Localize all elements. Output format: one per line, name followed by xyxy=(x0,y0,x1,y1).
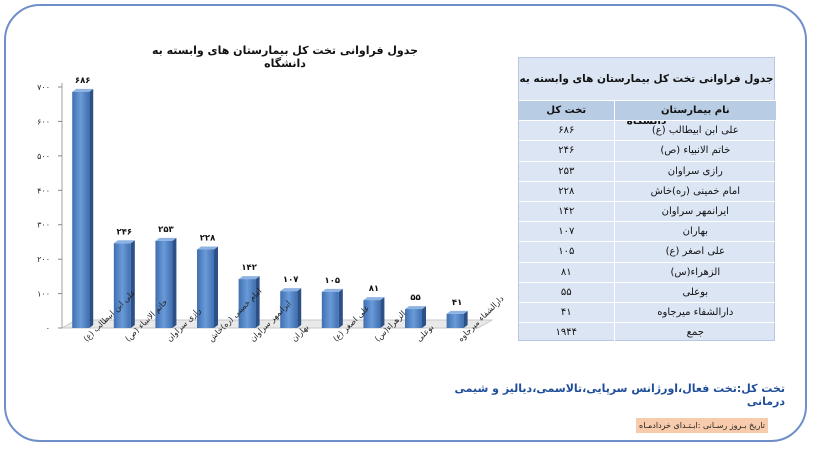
table-cell-value: ۶۸۶ xyxy=(519,120,615,141)
table-cell-value: ۱۰۷ xyxy=(519,221,615,242)
table-cell-name: بهاران xyxy=(614,221,776,242)
update-note: تاریخ بـروز رسـانی :ابـتـدای خردادمـاه xyxy=(636,418,768,433)
bar-side xyxy=(463,310,468,328)
bar xyxy=(280,291,298,328)
bar-side xyxy=(297,288,302,328)
bar xyxy=(363,300,381,328)
bar xyxy=(321,291,339,328)
table-cell-name: بوعلی xyxy=(614,281,776,303)
chart-bars xyxy=(72,88,468,328)
y-tick-label: ۶۰۰ xyxy=(37,117,50,126)
table-cell-value: ۲۲۸ xyxy=(519,180,615,202)
table-row: ۸۱ الزهراء(س) xyxy=(519,261,776,283)
bar-top xyxy=(238,276,260,280)
bar-value-label: ۱۴۲ xyxy=(241,263,257,273)
bar-value-label: ۲۴۶ xyxy=(117,227,133,237)
y-tick-label: ۵۰۰ xyxy=(37,152,50,161)
bar-top xyxy=(446,310,468,314)
bar-value-label: ۱۰۵ xyxy=(325,276,341,286)
bar-side xyxy=(214,246,219,328)
table-row: ۲۵۳ رازی سراوان xyxy=(519,160,776,182)
table-row: ۲۴۶ خاتم الانبیاء (ص) xyxy=(519,140,776,162)
y-tick-label: ۱۰۰ xyxy=(37,290,50,299)
table-body: تخت کل نام بیمارستان ۶۸۶ علی ابن ابیطالب … xyxy=(519,99,776,343)
bar-top xyxy=(321,288,343,292)
y-tick-label: ۴۰۰ xyxy=(37,186,50,195)
table-cell-name: امام خمینی (ره)خاش xyxy=(614,180,776,202)
y-tick-label: ۷۰۰ xyxy=(37,83,50,92)
bar-side xyxy=(338,288,343,328)
bar-top xyxy=(405,306,427,310)
table-cell-value: ۴۱ xyxy=(519,301,615,323)
table-row: ۱۰۷ بهاران xyxy=(519,221,776,242)
table-cell-name: خاتم الانبیاء (ص) xyxy=(614,140,776,162)
bar-side xyxy=(380,297,385,328)
bar-value-label: ۲۵۳ xyxy=(158,225,174,235)
table-cell-value: ۵۵ xyxy=(519,281,615,303)
table-cell-name: جمع xyxy=(614,322,776,343)
table-row: ۱۹۴۴ جمع xyxy=(519,322,776,343)
header-hospital-name: نام بیمارستان xyxy=(614,99,776,121)
table-cell-value: ۱۰۵ xyxy=(519,241,615,262)
bar-value-label: ۶۸۶ xyxy=(75,76,91,86)
bar-top xyxy=(280,288,302,292)
footnote: تخت کل:تخت فعال،اورژانس سرپایی،تالاسمی،د… xyxy=(454,382,785,408)
bar-value-label: ۵۵ xyxy=(410,293,420,303)
bar-value-label: ۱۰۷ xyxy=(283,275,299,285)
y-tick-label: ۲۰۰ xyxy=(37,255,50,264)
bar-top xyxy=(155,237,177,241)
bar-side xyxy=(89,88,94,328)
table-cell-value: ۱۹۴۴ xyxy=(519,322,615,343)
table-row: ۲۲۸ امام خمینی (ره)خاش xyxy=(519,180,776,202)
table-row: ۱۰۵ علی اصغر (ع) xyxy=(519,241,776,262)
table-header-row: تخت کل نام بیمارستان xyxy=(519,99,776,121)
bar xyxy=(113,243,131,328)
bar-side xyxy=(172,237,177,328)
table-row: ۴۱ دارالشفاء میرجاوه xyxy=(519,301,776,323)
y-tick-label: ۳۰۰ xyxy=(37,221,50,230)
table-cell-name: الزهراء(س) xyxy=(614,261,776,283)
bar-value-label: ۴۱ xyxy=(452,298,462,308)
bar xyxy=(155,240,173,328)
bar-side xyxy=(422,306,427,328)
table-cell-name: دارالشفاء میرجاوه xyxy=(614,301,776,323)
table-row: ۵۵ بوعلی xyxy=(519,281,776,303)
y-tick-label: ۰ xyxy=(46,324,50,333)
table-cell-name: علی اصغر (ع) xyxy=(614,241,776,262)
bar xyxy=(197,249,215,328)
chart-title: جدول فراوانی تخت کل بیمارستان های وابسته… xyxy=(151,44,419,70)
table-title: جدول فراوانی تخت کل بیمارستان های وابسته… xyxy=(519,73,774,127)
bar-top xyxy=(72,88,94,92)
table-cell-value: ۸۱ xyxy=(519,261,615,283)
table-cell-value: ۲۴۶ xyxy=(519,140,615,162)
bar-side xyxy=(130,240,135,328)
table-cell-value: ۲۵۳ xyxy=(519,160,615,182)
bar-top xyxy=(363,297,385,301)
table-cell-name: علی ابن ابیطالب (ع) xyxy=(614,120,776,141)
table-cell-name: ایرانمهر سراوان xyxy=(614,200,776,222)
bar xyxy=(238,279,256,328)
bar-value-label: ۲۲۸ xyxy=(200,234,216,244)
table-row: ۶۸۶ علی ابن ابیطالب (ع) xyxy=(519,120,776,141)
bar-side xyxy=(255,276,260,328)
bar-value-label: ۸۱ xyxy=(369,284,379,294)
bar-top xyxy=(197,246,219,250)
bar xyxy=(72,91,90,328)
bar xyxy=(446,313,464,328)
table-cell-name: رازی سراوان xyxy=(614,160,776,182)
table-cell-value: ۱۴۲ xyxy=(519,200,615,222)
header-total-beds: تخت کل xyxy=(519,99,615,121)
table-row: ۱۴۲ ایرانمهر سراوان xyxy=(519,200,776,222)
bar xyxy=(405,309,423,328)
hospital-table-panel: جدول فراوانی تخت کل بیمارستان های وابسته… xyxy=(518,57,776,343)
bar-top xyxy=(113,240,135,244)
